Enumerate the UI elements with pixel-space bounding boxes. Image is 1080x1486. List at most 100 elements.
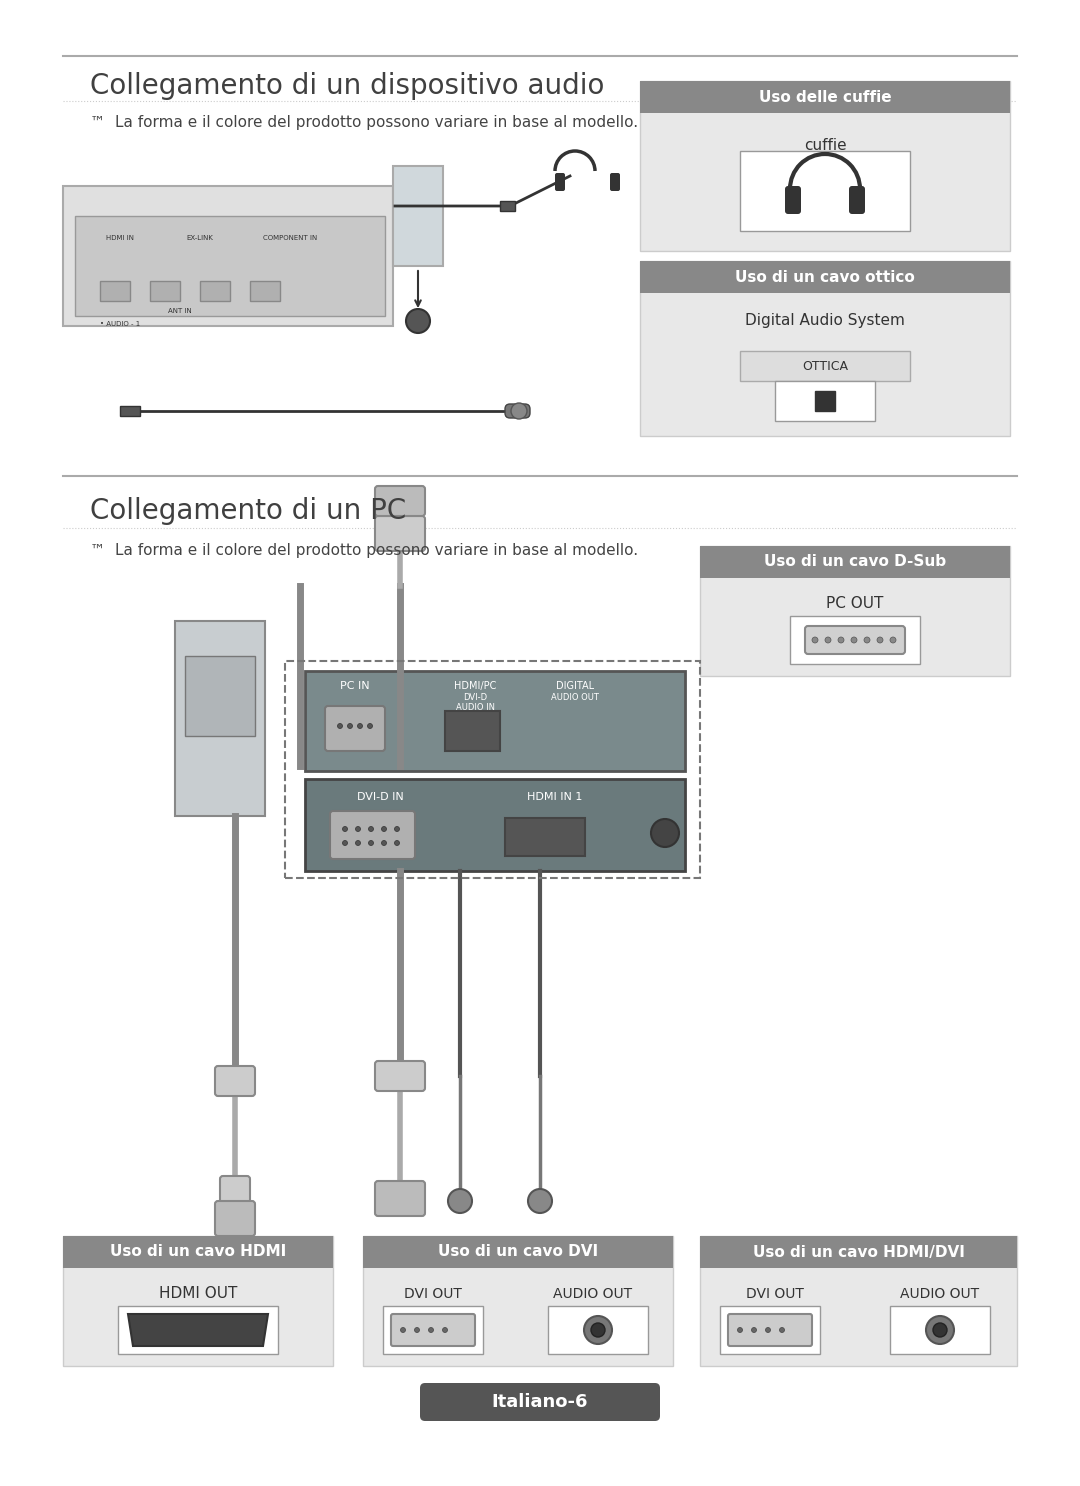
Text: OTTICA: OTTICA (802, 360, 848, 373)
Text: DVI-D IN: DVI-D IN (356, 792, 403, 802)
FancyBboxPatch shape (330, 811, 415, 859)
Circle shape (342, 826, 348, 832)
FancyBboxPatch shape (375, 1061, 426, 1091)
Bar (249, 281, 280, 302)
Bar (500, 201, 515, 211)
Text: HDMI/PC: HDMI/PC (454, 681, 496, 691)
Circle shape (355, 826, 361, 832)
Text: HDMI IN: HDMI IN (106, 235, 134, 241)
Bar (700, 545, 1010, 676)
FancyBboxPatch shape (805, 626, 905, 654)
Circle shape (348, 724, 352, 728)
Circle shape (864, 637, 870, 643)
Text: Uso delle cuffie: Uso delle cuffie (758, 89, 891, 104)
Circle shape (511, 403, 527, 419)
Bar (740, 351, 910, 380)
Circle shape (851, 637, 858, 643)
Text: PC OUT: PC OUT (826, 596, 883, 612)
FancyBboxPatch shape (555, 172, 565, 192)
FancyBboxPatch shape (610, 172, 620, 192)
Bar (640, 262, 1010, 293)
Bar (548, 1306, 648, 1354)
Bar (63, 186, 393, 325)
Text: Uso di un cavo HDMI/DVI: Uso di un cavo HDMI/DVI (753, 1244, 964, 1260)
FancyBboxPatch shape (849, 186, 865, 214)
Text: ™  La forma e il colore del prodotto possono variare in base al modello.: ™ La forma e il colore del prodotto poss… (90, 116, 638, 131)
Text: AUDIO IN: AUDIO IN (456, 703, 495, 712)
Circle shape (337, 724, 342, 728)
FancyBboxPatch shape (325, 706, 384, 750)
Circle shape (651, 819, 679, 847)
Text: PC IN: PC IN (340, 681, 369, 691)
Bar (120, 406, 140, 416)
Circle shape (448, 1189, 472, 1213)
FancyBboxPatch shape (391, 1314, 475, 1346)
Text: Uso di un cavo DVI: Uso di un cavo DVI (437, 1244, 598, 1260)
Text: Uso di un cavo ottico: Uso di un cavo ottico (735, 269, 915, 284)
Bar (175, 621, 265, 816)
FancyBboxPatch shape (728, 1314, 812, 1346)
Bar (63, 1236, 333, 1268)
Text: Italiano-6: Italiano-6 (491, 1392, 589, 1412)
Bar (789, 617, 920, 664)
Circle shape (394, 826, 400, 832)
Text: DVI-D: DVI-D (463, 692, 487, 701)
Circle shape (738, 1327, 743, 1333)
Circle shape (838, 637, 843, 643)
FancyBboxPatch shape (420, 1383, 660, 1421)
Text: EX-LINK: EX-LINK (187, 235, 214, 241)
Bar (75, 215, 384, 317)
Bar (185, 655, 255, 736)
Circle shape (381, 826, 387, 832)
Circle shape (780, 1327, 784, 1333)
Bar (700, 1236, 1017, 1366)
FancyBboxPatch shape (215, 1201, 255, 1236)
Text: DVI OUT: DVI OUT (404, 1287, 462, 1302)
Circle shape (429, 1327, 433, 1333)
Text: DIGITAL: DIGITAL (556, 681, 594, 691)
Circle shape (443, 1327, 447, 1333)
Text: AUDIO OUT: AUDIO OUT (551, 692, 599, 701)
Bar (118, 1306, 278, 1354)
Bar (775, 380, 875, 421)
FancyBboxPatch shape (215, 1065, 255, 1097)
Text: cuffie: cuffie (804, 138, 847, 153)
Text: • AUDIO - 1: • AUDIO - 1 (99, 321, 140, 327)
FancyBboxPatch shape (375, 486, 426, 516)
Bar (100, 281, 130, 302)
Circle shape (367, 724, 373, 728)
Circle shape (406, 309, 430, 333)
Circle shape (342, 841, 348, 846)
Text: ANT IN: ANT IN (168, 308, 192, 314)
Circle shape (401, 1327, 405, 1333)
FancyBboxPatch shape (220, 1175, 249, 1207)
Bar (640, 262, 1010, 435)
Circle shape (394, 841, 400, 846)
Bar (640, 82, 1010, 251)
Text: DVI OUT: DVI OUT (746, 1287, 804, 1302)
Circle shape (890, 637, 896, 643)
Circle shape (357, 724, 363, 728)
Bar (720, 1306, 820, 1354)
Text: Digital Audio System: Digital Audio System (745, 314, 905, 328)
Text: Uso di un cavo D-Sub: Uso di un cavo D-Sub (764, 554, 946, 569)
Circle shape (528, 1189, 552, 1213)
FancyBboxPatch shape (785, 186, 801, 214)
Circle shape (368, 841, 374, 846)
Text: HDMI OUT: HDMI OUT (159, 1287, 238, 1302)
Bar (740, 152, 910, 230)
Bar (305, 779, 685, 871)
Bar (393, 166, 443, 266)
Bar (150, 281, 180, 302)
Bar (445, 710, 500, 750)
Bar (63, 1236, 333, 1366)
Circle shape (355, 841, 361, 846)
Circle shape (825, 637, 831, 643)
Bar (383, 1306, 483, 1354)
Bar (640, 82, 1010, 113)
Circle shape (381, 841, 387, 846)
Text: ™  La forma e il colore del prodotto possono variare in base al modello.: ™ La forma e il colore del prodotto poss… (90, 544, 638, 559)
Circle shape (877, 637, 883, 643)
FancyBboxPatch shape (505, 404, 530, 418)
Bar (700, 1236, 1017, 1268)
